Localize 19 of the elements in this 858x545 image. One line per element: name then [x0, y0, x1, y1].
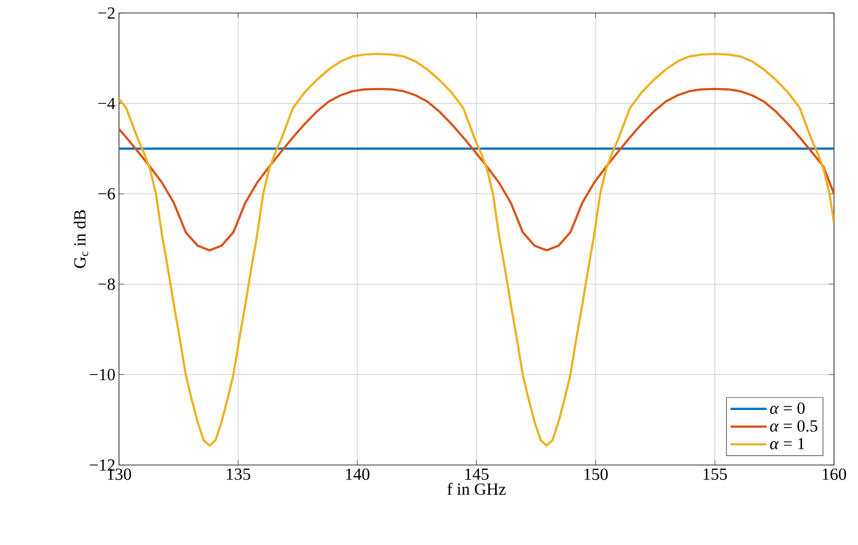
- x-tick-label: 135: [226, 468, 250, 480]
- line-series: [119, 88, 834, 252]
- y-tick-label: −8: [98, 278, 115, 290]
- x-tick-label: 130: [108, 468, 132, 480]
- y-axis-title: G$_{c}$ in dB: [74, 210, 88, 268]
- y-tick-label: −2: [98, 7, 115, 19]
- x-axis-title: f in GHz: [447, 482, 506, 495]
- legend-label: α = 0: [770, 402, 805, 414]
- legend-label: α = 1: [770, 438, 804, 450]
- x-tick-label: 155: [704, 468, 727, 480]
- x-tick-label: 160: [822, 468, 846, 480]
- y-tick-label: −4: [98, 98, 116, 109]
- y-tick-label: −12: [90, 459, 115, 471]
- x-tick-label: 150: [584, 468, 608, 480]
- x-tick-label: 145: [465, 468, 489, 480]
- x-tick-label: 140: [346, 468, 370, 480]
- y-tick-label: −6: [98, 188, 115, 200]
- legend-label: α = 0.5: [770, 420, 818, 432]
- y-tick-label: −10: [90, 368, 115, 380]
